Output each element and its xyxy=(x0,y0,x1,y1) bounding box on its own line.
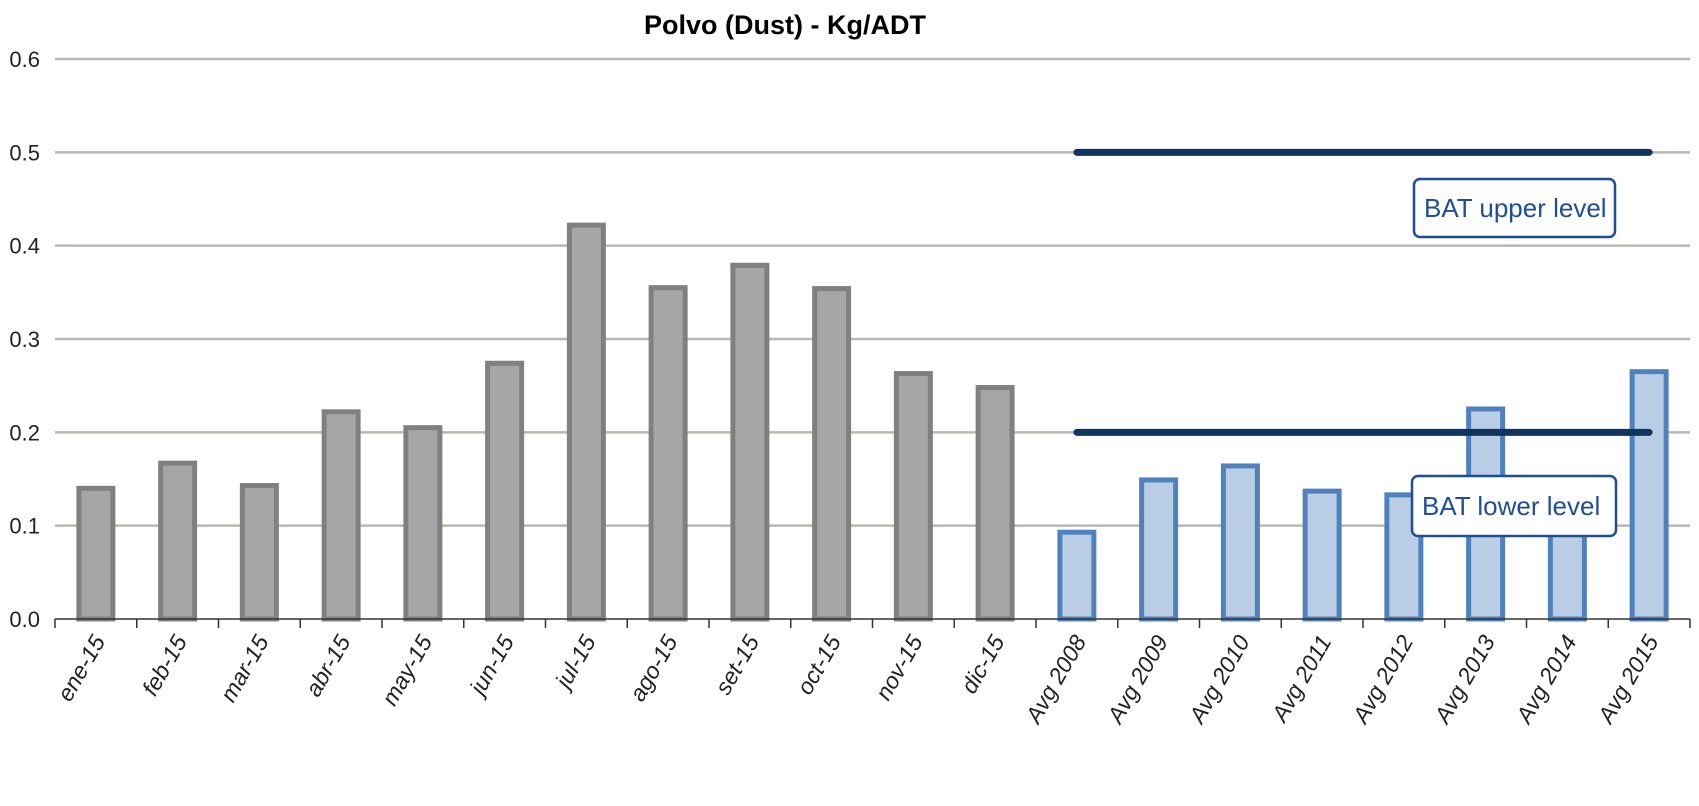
y-tick-label: 0.4 xyxy=(9,234,40,259)
x-tick-label: Avg 2015 xyxy=(1592,630,1664,729)
grid-layer xyxy=(55,57,1690,527)
bar-jul-15 xyxy=(566,222,606,622)
bat-lower-level-label: BAT lower level xyxy=(1422,491,1600,521)
bar-avg-2010 xyxy=(1220,463,1260,622)
x-tick-label: dic-15 xyxy=(956,630,1010,697)
bar-abr-15 xyxy=(321,409,361,622)
bar-layer xyxy=(76,222,1669,622)
y-tick-label: 0.1 xyxy=(9,514,40,539)
x-tick-label: Avg 2009 xyxy=(1101,630,1173,729)
bar-jun-15 xyxy=(485,360,525,622)
x-tick-label: ene-15 xyxy=(52,630,110,705)
bar-ago-15 xyxy=(648,285,688,622)
y-tick-label: 0.0 xyxy=(9,607,40,632)
x-tick-label: oct-15 xyxy=(791,630,846,699)
bat-upper-level-label: BAT upper level xyxy=(1424,193,1607,223)
x-tick-label: Avg 2010 xyxy=(1183,630,1255,729)
x-tick-label: abr-15 xyxy=(300,630,356,700)
reference-line-layer: BAT upper level BAT lower level xyxy=(1073,148,1653,538)
bar-dic-15 xyxy=(975,385,1015,622)
x-tick-label: feb-15 xyxy=(137,630,192,700)
bar-avg-2015 xyxy=(1629,369,1669,622)
bar-feb-15 xyxy=(158,460,198,622)
y-tick-label: 0.5 xyxy=(9,140,40,165)
y-tick-label: 0.6 xyxy=(9,47,40,72)
bar-may-15 xyxy=(403,425,443,622)
bar-avg-2008 xyxy=(1057,529,1097,622)
x-tick-label: ago-15 xyxy=(624,630,682,705)
x-tick-label: jun-15 xyxy=(463,630,519,701)
x-tick-label: set-15 xyxy=(710,630,765,699)
x-tick-label: may-15 xyxy=(376,630,437,710)
bar-ene-15 xyxy=(76,485,116,622)
bar-oct-15 xyxy=(812,286,852,622)
x-tick-label: mar-15 xyxy=(215,630,274,706)
x-tick-label: Avg 2013 xyxy=(1428,630,1500,729)
x-tick-label: Avg 2011 xyxy=(1265,631,1336,728)
x-tick-label: Avg 2012 xyxy=(1346,630,1418,729)
bar-mar-15 xyxy=(239,483,279,622)
x-tick-label: nov-15 xyxy=(870,630,928,704)
bar-avg-2009 xyxy=(1139,477,1179,622)
chart-title: Polvo (Dust) - Kg/ADT xyxy=(644,10,926,40)
y-tick-label: 0.2 xyxy=(9,420,40,445)
x-tick-label: Avg 2008 xyxy=(1019,630,1091,729)
x-tick-label: Avg 2014 xyxy=(1510,631,1582,730)
bar-nov-15 xyxy=(893,371,933,622)
x-tick-label: jul-15 xyxy=(549,630,601,694)
bat-lower-level-label-box xyxy=(1410,474,1618,538)
bar-set-15 xyxy=(730,262,770,622)
bar-avg-2011 xyxy=(1302,488,1342,622)
y-tick-label: 0.3 xyxy=(9,327,40,352)
bat-upper-level-label-box xyxy=(1412,177,1617,239)
